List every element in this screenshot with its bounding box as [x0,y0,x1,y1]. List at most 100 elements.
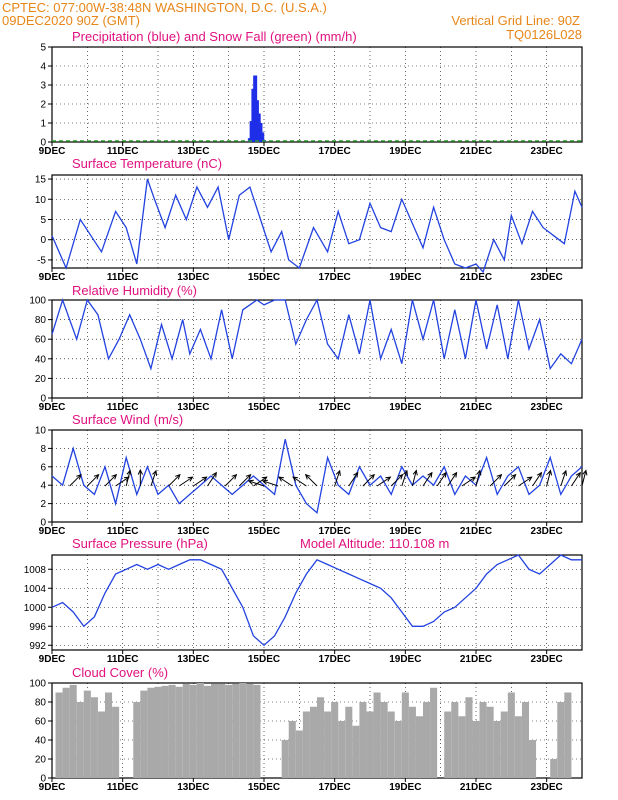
cloud-bar [83,690,91,778]
pressure-ytick-label: 996 [29,622,46,633]
pressure-xtick-label: 13DEC [177,654,209,665]
cloud-xtick-label: 17DEC [319,782,351,793]
cloud-bar [281,740,289,778]
wind-arrow-shaft [581,470,587,487]
wind-arrow-shaft [224,474,237,487]
cloud-bar [514,716,522,778]
wind-arrow-head [126,469,132,476]
humidity-panel: 0 20 40 60 80 100 9DEC 11DEC 13DEC 15DEC 17DEC 19DE… [29,283,583,413]
cloud-bar [133,702,141,778]
cloud-bar [76,702,84,778]
cloud-bar [550,759,558,778]
wind-arrow-shaft [503,474,516,487]
cloud-bar [451,702,459,778]
cloud-bar [465,697,473,778]
precip-xtick-label: 17DEC [319,146,351,157]
cloud-ytick-label: 100 [29,679,46,690]
humidity-title: Relative Humidity (%) [72,283,197,298]
cloud-bar [352,725,360,778]
cloud-xtick-label: 19DEC [389,782,421,793]
wind-arrow [253,476,268,487]
cloud-bar [507,692,515,778]
wind-arrow-head [452,471,458,478]
wind-ytick-label: 2 [40,499,46,510]
header-datetime: 09DEC2020 90Z (GMT) [2,13,140,28]
cloud-bar [196,683,204,778]
wind-arrow-head [385,476,392,482]
wind-arrow-head [335,469,341,476]
wind-arrow-shaft [253,476,267,487]
pressure-ytick-label: 992 [29,641,46,652]
wind-arrow [362,473,376,487]
cloud-bar [458,716,466,778]
wind-arrow-shaft [193,476,207,487]
cloud-bar [288,721,296,778]
wind-arrow [447,471,458,487]
wind-arrow [518,476,533,487]
temperature-xtick-label: 11DEC [107,272,139,283]
wind-arrow-head [427,471,433,478]
wind-arrow-head [261,476,268,482]
wind-xtick-label: 15DEC [248,526,280,537]
cloud-bar [239,683,247,778]
wind-arrow-shaft [178,476,193,487]
cloud-bar [154,686,162,778]
pressure-series-line [51,554,582,647]
cloud-bar [140,690,148,778]
humidity-xtick-label: 11DEC [107,402,139,413]
wind-arrow-head [562,469,567,476]
wind-arrow [137,468,143,486]
precip-xtick-label: 9DEC [39,146,66,157]
cloud-bar [331,702,339,778]
pressure-xtick-label: 17DEC [319,654,351,665]
humidity-xtick-label: 19DEC [389,402,421,413]
humidity-xtick-label: 23DEC [531,402,563,413]
cloud-bar [203,685,211,778]
wind-arrow [401,469,408,487]
wind-arrow-head [304,473,311,480]
temperature-ytick-label: 10 [35,195,47,206]
humidity-xtick-label: 21DEC [460,402,492,413]
wind-arrow-shaft [292,476,307,487]
pressure-xtick-label: 23DEC [531,654,563,665]
cloud-bar [380,702,388,778]
cloud-xtick-label: 23DEC [531,782,563,793]
wind-arrow-shaft [560,470,567,487]
wind-arrow-head [175,473,181,480]
cloud-bar [317,697,325,778]
wind-arrow-shaft [278,476,293,487]
wind-panel: 0 2 4 6 8 10 9DEC 11DEC 13DEC 15DEC 17DEC 19DEC 21DE… [35,412,588,537]
cloud-panel: 0 20 40 60 80 100 9DEC 11DEC 13DEC 15DEC 17DEC 19DE… [29,665,583,793]
cloud-bar [324,711,332,778]
wind-arrow-shaft [518,476,532,487]
pressure-title: Surface Pressure (hPa) [72,536,208,551]
wind-arrow-head [582,469,588,476]
precip-bar [260,132,265,142]
humidity-ytick-label: 80 [35,315,47,326]
pressure-xtick-label: 11DEC [107,654,139,665]
pressure-ytick-label: 1008 [24,565,47,576]
wind-arrow-head [137,468,143,475]
cloud-bar [112,706,120,778]
wind-arrow [461,476,477,487]
humidity-ytick-label: 40 [35,354,47,365]
wind-ytick-label: 6 [40,462,46,473]
header-grid-line: Vertical Grid Line: 90Z [451,13,580,28]
wind-xtick-label: 9DEC [39,526,66,537]
pressure-xtick-label: 19DEC [389,654,421,665]
wind-arrow-head [476,469,482,476]
cloud-ytick-label: 0 [40,774,46,785]
wind-ytick-label: 4 [40,481,46,492]
pressure-xtick-label: 21DEC [460,654,492,665]
temperature-ytick-label: 0 [40,235,46,246]
wind-arrow [304,473,318,487]
cloud-bar [472,721,480,778]
temperature-title: Surface Temperature (nC) [72,156,222,171]
cloud-bar [345,706,353,778]
wind-arrow [390,473,404,487]
cloud-bar [479,702,487,778]
cloud-bar [246,683,254,778]
wind-arrow-head [496,473,503,480]
wind-arrow-head [245,473,252,480]
